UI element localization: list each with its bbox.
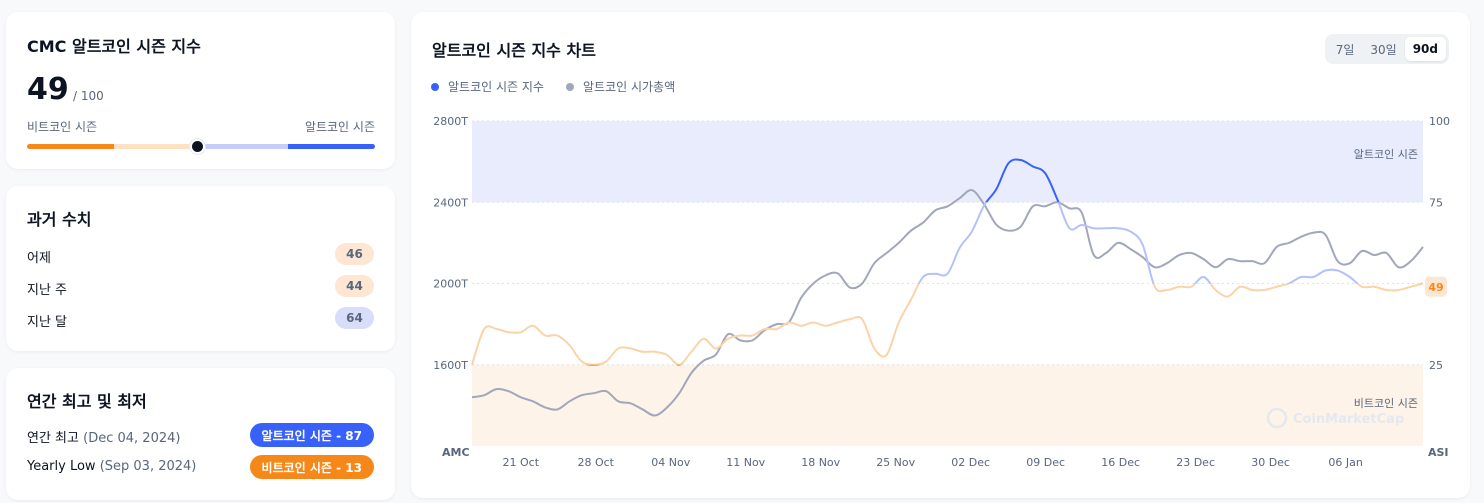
chart-plot: 1600T 2000T 2400T 2800T 25 75 100 21 Oct 28 Oc… — [433, 115, 1450, 469]
gauge-segment-altcoin — [288, 144, 375, 149]
current-value-badge-bg — [1425, 276, 1447, 297]
left-axis-tick: 2400T — [433, 196, 468, 209]
zone-label-altcoin: 알트코인 시즌 — [1354, 147, 1418, 161]
index-value-suffix: / 100 — [73, 89, 104, 103]
index-value: 49 — [27, 72, 69, 107]
left-axis-tick: 2000T — [433, 278, 468, 291]
bitcoin-season-zone — [472, 364, 1423, 446]
right-axis-tick: 75 — [1429, 196, 1443, 209]
history-title: 과거 수치 — [27, 210, 92, 229]
yearly-low-label: Yearly Low (Sep 03, 2024) — [27, 459, 196, 474]
x-axis-tick: 06 Jan — [1328, 456, 1362, 469]
series-line-index — [471, 283, 1424, 365]
x-axis-tick: 30 Dec — [1251, 456, 1290, 469]
period-button-90d[interactable]: 90d — [1404, 37, 1446, 61]
legend-dot-marketcap — [566, 82, 574, 91]
gauge-segment-bitcoin-light — [114, 144, 201, 149]
yearly-high-label: 연간 최고 (Dec 04, 2024) — [27, 427, 180, 446]
left-axis-tick: 1600T — [433, 359, 468, 372]
coinmarketcap-watermark: CoinMarketCap — [1266, 407, 1404, 429]
history-label-yesterday: 어제 — [27, 251, 51, 266]
right-axis-title: ASI — [1428, 446, 1449, 459]
history-card: 과거 수치 어제 46 지난 주 44 지난 달 64 — [6, 186, 395, 351]
yearly-low-badge: 비트코인 시즌 - 13 — [249, 455, 374, 479]
right-axis-tick: 100 — [1429, 115, 1450, 128]
period-selector: 7일 30일 90d — [1324, 34, 1449, 64]
left-axis-tick: 2800T — [433, 115, 468, 128]
x-axis-tick: 02 Dec — [951, 456, 990, 469]
series-line-marketcap — [471, 189, 1424, 417]
gauge-segment-altcoin-light — [201, 144, 288, 149]
x-axis-tick: 21 Oct — [503, 456, 540, 469]
current-value-badge: 49 — [1425, 276, 1447, 297]
yearly-high-text: 연간 최고 — [27, 431, 79, 446]
x-axis-tick: 25 Nov — [876, 456, 915, 469]
altcoin-season-zone — [472, 121, 1423, 203]
legend-label-marketcap: 알트코인 시가총액 — [583, 80, 676, 94]
yearly-high-date: (Dec 04, 2024) — [83, 431, 181, 446]
history-label-last-week: 지난 주 — [27, 283, 68, 298]
altcoin-index-card: CMC 알트코인 시즌 지수 49 / 100 비트코인 시즌 알트코인 시즌 — [6, 12, 395, 169]
watermark-text: CoinMarketCap — [1293, 412, 1404, 427]
yearly-high-badge: 알트코인 시즌 - 87 — [249, 423, 374, 447]
yearly-low-date: (Sep 03, 2024) — [99, 459, 197, 474]
coinmarketcap-logo-icon — [1266, 407, 1288, 429]
yearly-title: 연간 최고 및 최저 — [27, 392, 147, 411]
right-axis-tick: 25 — [1429, 359, 1443, 372]
history-value-last-week: 44 — [335, 275, 374, 297]
index-card-title: CMC 알트코인 시즌 지수 — [27, 37, 201, 56]
period-button-7d[interactable]: 7일 — [1335, 42, 1355, 57]
x-axis-tick: 28 Oct — [577, 456, 614, 469]
history-value-last-month: 64 — [335, 307, 374, 329]
current-value-badge-text: 49 — [1428, 281, 1443, 294]
legend-label-index: 알트코인 시즌 지수 — [448, 80, 544, 94]
left-axis-title: AMC — [442, 446, 470, 459]
legend-item-marketcap[interactable]: 알트코인 시가총액 — [566, 78, 675, 95]
index-gauge-bar — [27, 144, 375, 149]
altcoin-index-chart-card: 알트코인 시즌 지수 차트 7일 30일 90d 알트코인 시즌 지수 알트코인… — [411, 12, 1470, 498]
gauge-indicator — [190, 139, 206, 154]
x-axis-tick: 18 Nov — [801, 456, 840, 469]
gauge-segment-bitcoin — [27, 144, 114, 149]
period-button-30d[interactable]: 30일 — [1370, 42, 1397, 57]
x-axis-tick: 23 Dec — [1176, 456, 1215, 469]
x-axis-tick: 09 Dec — [1026, 456, 1065, 469]
zone-label-bitcoin: 비트코인 시즌 — [1354, 397, 1418, 410]
x-axis-tick: 16 Dec — [1101, 456, 1140, 469]
chart-title: 알트코인 시즌 지수 차트 — [432, 41, 596, 60]
yearly-low-text: Yearly Low — [27, 459, 96, 474]
series-line-index — [917, 202, 1423, 284]
altcoin-season-label: 알트코인 시즌 — [304, 120, 375, 134]
yearly-high-low-card: 연간 최고 및 최저 연간 최고 (Dec 04, 2024) 알트코인 시즌 … — [6, 368, 395, 500]
x-axis-tick: 11 Nov — [726, 456, 765, 469]
history-label-last-month: 지난 달 — [27, 315, 68, 330]
legend-dot-index — [431, 82, 439, 91]
x-axis-tick: 04 Nov — [651, 456, 690, 469]
bitcoin-season-label: 비트코인 시즌 — [27, 120, 98, 134]
history-value-yesterday: 46 — [335, 243, 374, 265]
legend-item-index[interactable]: 알트코인 시즌 지수 — [431, 78, 544, 95]
